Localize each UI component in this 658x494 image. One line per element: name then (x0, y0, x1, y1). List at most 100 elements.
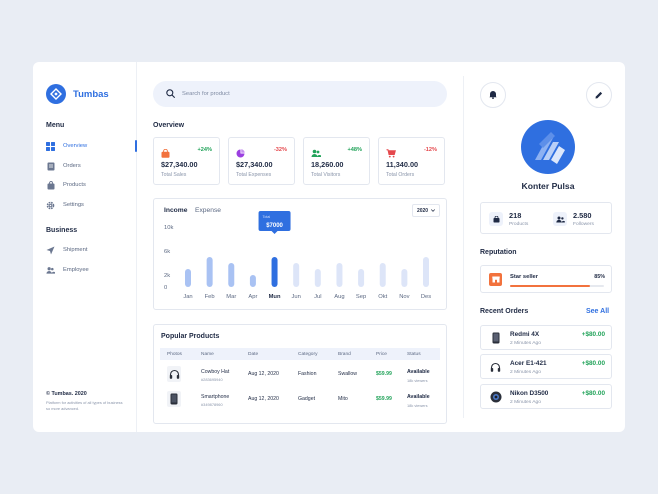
year-select-value: 2020 (416, 207, 429, 214)
users-icon (553, 212, 567, 226)
income-bar[interactable] (358, 269, 365, 287)
sidebar-item-shipment[interactable]: Shipment (46, 244, 88, 256)
product-name: Cowboy Hat (201, 369, 230, 375)
column-header: Price (376, 352, 387, 357)
order-price: +$80.00 (581, 390, 605, 397)
tab-income[interactable]: Income (164, 207, 188, 214)
reputation-percent: 85% (594, 274, 605, 280)
stat-card-orders[interactable]: -12% 11,340.00 Total Orders (378, 137, 445, 185)
income-bar[interactable] (271, 257, 278, 287)
product-brand: Mito (338, 396, 348, 402)
sidebar-item-products[interactable]: Products (46, 179, 86, 191)
income-bar[interactable] (228, 263, 235, 287)
table-row[interactable]: Cowboy Hat #283695940 Aug 12, 2020 Fashi… (154, 366, 448, 386)
camera-icon (489, 390, 502, 404)
sidebar: Tumbas Menu Overview Orders Products S (33, 62, 137, 432)
column-header: Status (407, 352, 421, 357)
x-tick-label: Nov (399, 294, 409, 300)
grid-icon (46, 141, 55, 151)
x-tick-label: Okt (378, 294, 387, 300)
cart-icon (386, 145, 396, 158)
product-date: Aug 12, 2020 (248, 396, 279, 402)
search-icon (166, 85, 175, 103)
x-tick-label: Aug (334, 294, 344, 300)
order-item[interactable]: Nikon D3500 2 Minutes Ago +$80.00 (480, 384, 612, 409)
income-bar[interactable] (336, 263, 343, 287)
headphones-icon (167, 366, 181, 382)
users-icon (46, 266, 55, 275)
reputation-card: Star seller 85% (480, 265, 612, 293)
profile-name: Konter Pulsa (521, 181, 575, 191)
income-bar[interactable] (206, 257, 213, 287)
income-chart-card: Income Expense 2020 10k 6k 2k 0 Jan Feb Mar Apr… (153, 198, 447, 310)
brand[interactable]: Tumbas (46, 84, 109, 104)
see-all-link[interactable]: See All (586, 308, 610, 315)
order-price: +$80.00 (581, 331, 605, 338)
stat-value: 18,260.00 (311, 160, 344, 169)
store-logo-icon (535, 132, 565, 164)
search-bar[interactable] (153, 81, 447, 107)
y-tick-label: 10k (164, 225, 173, 231)
business-section-title: Business (46, 227, 78, 234)
income-bar[interactable] (249, 275, 256, 287)
product-views: 18k viewers (407, 378, 428, 383)
sidebar-item-overview[interactable]: Overview (46, 140, 87, 152)
order-time: 2 Minutes Ago (510, 370, 541, 375)
column-header: Category (298, 352, 318, 357)
reputation-progress (510, 285, 604, 287)
table-row[interactable]: Smartphone #349878960 Aug 12, 2020 Gadge… (154, 391, 448, 411)
income-bar[interactable] (185, 269, 191, 287)
notification-button[interactable] (480, 82, 506, 108)
pencil-icon (595, 86, 603, 104)
column-header: Date (248, 352, 259, 357)
stat-card-sales[interactable]: +24% $27,340.00 Total Sales (153, 137, 220, 185)
stat-label: Total Expenses (236, 172, 272, 178)
sidebar-item-label: Employee (63, 267, 89, 273)
product-category: Gadget (298, 396, 316, 402)
reputation-progress-fill (510, 285, 590, 287)
income-bar[interactable] (379, 263, 386, 287)
brand-name: Tumbas (73, 88, 109, 100)
shopping-bag-icon (161, 145, 170, 158)
sidebar-item-settings[interactable]: Settings (46, 199, 84, 211)
edit-button[interactable] (586, 82, 612, 108)
order-time: 2 Minutes Ago (510, 400, 541, 405)
income-bar[interactable] (401, 269, 408, 287)
order-name: Nikon D3500 (510, 390, 549, 397)
search-input[interactable] (182, 91, 382, 97)
order-time: 2 Minutes Ago (510, 341, 541, 346)
followers-label: Followers (573, 222, 594, 227)
phone-icon (167, 391, 181, 407)
stat-card-expenses[interactable]: -32% $27,340.00 Total Expenses (228, 137, 295, 185)
income-bar[interactable] (293, 263, 300, 287)
y-tick-label: 6k (164, 249, 170, 255)
column-header: Photos (167, 352, 182, 357)
column-header: Brand (338, 352, 351, 357)
document-icon (46, 162, 55, 171)
bell-icon (489, 86, 497, 104)
dashboard-card: Tumbas Menu Overview Orders Products S (33, 62, 625, 432)
x-tick-label: Jan (183, 294, 192, 300)
stat-label: Total Orders (386, 172, 415, 178)
year-select[interactable]: 2020 (412, 204, 440, 217)
sidebar-item-employee[interactable]: Employee (46, 264, 89, 276)
reputation-title: Reputation (480, 249, 517, 256)
order-item[interactable]: Redmi 4X 2 Minutes Ago +$80.00 (480, 325, 612, 350)
income-bar[interactable] (423, 257, 429, 287)
income-bar[interactable] (314, 269, 321, 287)
products-label: Products (509, 222, 529, 227)
sidebar-item-orders[interactable]: Orders (46, 160, 81, 172)
tooltip-pointer (271, 231, 278, 234)
tooltip-value: $7000 (266, 223, 283, 229)
x-tick-label: Mar (226, 294, 236, 300)
followers-count: 2.580 (573, 211, 592, 220)
store-icon (489, 273, 502, 286)
order-item[interactable]: Acer E1-421 2 Minutes Ago +$80.00 (480, 354, 612, 379)
stat-card-visitors[interactable]: +48% 18,260.00 Total Visitors (303, 137, 370, 185)
tab-expense[interactable]: Expense (195, 207, 222, 214)
footer-title: © Tumbas. 2020 (46, 391, 87, 397)
brand-logo-icon (46, 84, 66, 104)
menu-section-title: Menu (46, 122, 65, 129)
product-category: Fashion (298, 371, 317, 377)
x-tick-label: Sep (356, 294, 366, 300)
